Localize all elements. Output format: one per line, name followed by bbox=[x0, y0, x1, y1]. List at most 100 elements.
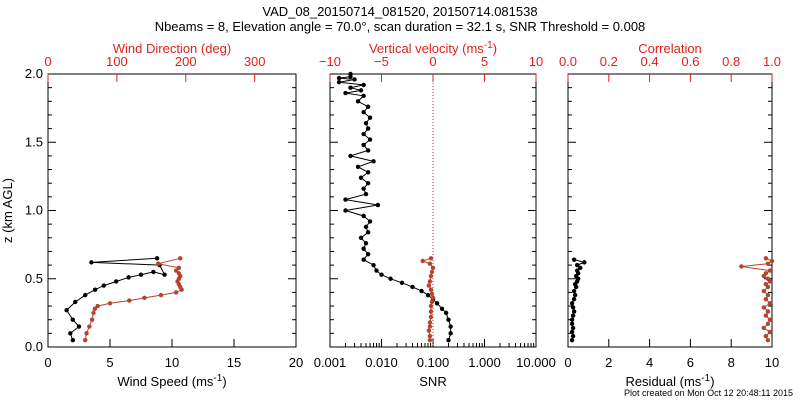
data-point bbox=[429, 291, 435, 296]
data-point bbox=[343, 197, 348, 202]
data-point bbox=[448, 331, 453, 336]
data-point bbox=[348, 85, 353, 90]
data-point bbox=[571, 309, 577, 314]
data-point bbox=[352, 77, 357, 82]
top-axis-label: Correlation bbox=[638, 41, 702, 56]
data-point bbox=[361, 246, 366, 251]
top-tick-label: 200 bbox=[175, 54, 197, 69]
data-point bbox=[767, 301, 773, 306]
top-tick-label: 300 bbox=[244, 54, 266, 69]
data-point bbox=[572, 292, 578, 298]
data-point bbox=[446, 317, 451, 322]
data-point bbox=[374, 268, 379, 273]
data-point bbox=[371, 159, 376, 164]
data-point bbox=[365, 181, 371, 186]
data-point bbox=[83, 337, 88, 343]
data-point bbox=[763, 282, 769, 287]
x-tick-label: 8 bbox=[728, 355, 735, 370]
data-point bbox=[574, 268, 580, 273]
data-point bbox=[126, 275, 131, 280]
data-point bbox=[355, 164, 361, 170]
data-point bbox=[92, 306, 98, 311]
data-point bbox=[428, 256, 434, 261]
data-point bbox=[428, 303, 434, 309]
data-point bbox=[84, 331, 89, 336]
data-point bbox=[763, 297, 769, 302]
data-point bbox=[763, 333, 769, 339]
data-point bbox=[427, 279, 433, 284]
x-tick-label: 0 bbox=[564, 355, 571, 370]
top-tick-label: −10 bbox=[319, 54, 341, 69]
data-point bbox=[365, 251, 371, 257]
data-point bbox=[569, 301, 575, 306]
data-point bbox=[419, 288, 424, 294]
data-point bbox=[571, 257, 577, 262]
data-point bbox=[358, 175, 364, 180]
data-point bbox=[428, 287, 434, 292]
data-point bbox=[92, 287, 98, 292]
top-tick-label: 5 bbox=[481, 54, 488, 69]
data-point bbox=[343, 90, 348, 96]
x-axis-label: SNR bbox=[419, 374, 446, 389]
data-point bbox=[361, 93, 366, 99]
data-point bbox=[429, 269, 435, 275]
data-point bbox=[176, 265, 182, 271]
data-point bbox=[763, 271, 769, 276]
data-point bbox=[571, 288, 577, 294]
data-point bbox=[173, 268, 179, 273]
top-tick-label: 0.8 bbox=[722, 54, 740, 69]
data-point bbox=[428, 314, 434, 320]
data-point bbox=[420, 258, 425, 264]
data-point bbox=[761, 305, 767, 310]
data-point bbox=[427, 324, 433, 329]
x-tick-label: 2 bbox=[605, 355, 612, 370]
data-point bbox=[138, 272, 144, 277]
data-point bbox=[363, 241, 369, 246]
plot-frame bbox=[567, 73, 773, 348]
x-axis-label: Wind Speed (ms-1) bbox=[117, 373, 226, 389]
top-tick-label: 0.0 bbox=[559, 54, 577, 69]
data-point bbox=[89, 260, 94, 265]
data-point bbox=[151, 269, 156, 275]
data-point bbox=[70, 317, 76, 322]
data-point bbox=[367, 137, 373, 142]
data-point bbox=[365, 148, 371, 153]
x-tick-label: 0.010 bbox=[365, 355, 398, 370]
data-point bbox=[363, 224, 369, 230]
data-point bbox=[64, 307, 69, 313]
top-axis-label: Vertical velocity (ms-1) bbox=[369, 40, 497, 56]
data-point bbox=[365, 170, 371, 175]
data-point bbox=[570, 325, 576, 331]
data-point bbox=[361, 213, 366, 219]
data-point bbox=[427, 337, 433, 343]
plot-frame bbox=[47, 73, 297, 348]
top-axis-label: Wind Direction (deg) bbox=[113, 41, 232, 56]
data-point bbox=[379, 272, 384, 277]
data-point bbox=[361, 257, 366, 262]
data-point bbox=[448, 324, 453, 329]
data-point bbox=[76, 324, 82, 329]
data-point bbox=[367, 115, 373, 120]
data-point bbox=[570, 305, 576, 310]
data-point bbox=[765, 261, 771, 266]
data-point bbox=[765, 276, 771, 281]
y-tick-label: 0.0 bbox=[25, 339, 43, 354]
data-point bbox=[763, 313, 769, 318]
data-point bbox=[569, 337, 575, 343]
x-tick-label: 6 bbox=[687, 355, 694, 370]
data-point bbox=[156, 261, 161, 266]
panel-2: 0.001 0.010 0.100 1.000 10.000 SNR −10 −5 0 5 10 Ve… bbox=[314, 40, 556, 389]
data-point bbox=[367, 219, 373, 224]
data-point bbox=[429, 299, 435, 305]
y-axis-label: z (km AGL) bbox=[0, 178, 15, 243]
data-point bbox=[427, 333, 433, 339]
x-tick-label: 4 bbox=[646, 355, 653, 370]
data-point bbox=[578, 265, 583, 271]
data-point bbox=[426, 283, 432, 288]
data-point bbox=[430, 265, 436, 271]
data-point bbox=[570, 333, 576, 339]
data-point bbox=[114, 279, 119, 284]
data-point bbox=[363, 120, 369, 126]
x-tick-label: 10 bbox=[765, 355, 779, 370]
